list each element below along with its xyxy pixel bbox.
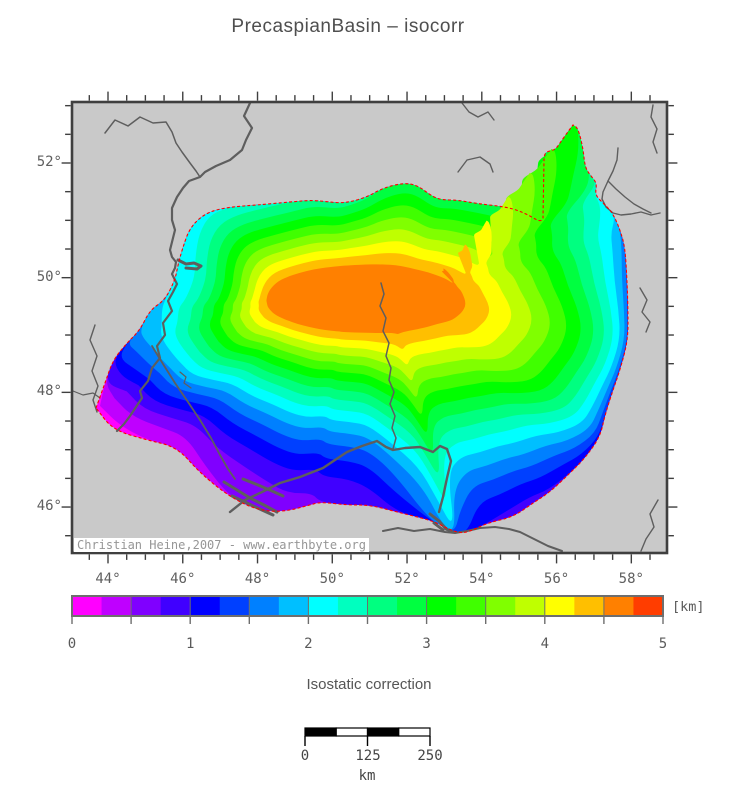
colorbar-tick-label: 1 [185,636,195,652]
colorbar-tick-label: 4 [540,636,550,652]
x-tick-label: 44° [95,571,121,587]
figure-title: PrecaspianBasin – isocorr [231,16,465,37]
x-tick-label: 50° [319,571,345,587]
x-tick-label: 58° [618,571,644,587]
x-tick-label: 54° [469,571,495,587]
x-tick-label: 48° [244,571,271,587]
y-tick-label: 48° [36,383,62,400]
colorbar-tick-label: 3 [422,636,431,652]
scalebar-label: 0 [300,748,310,764]
colorbar-tick-label: 5 [658,636,668,652]
colorbar [71,595,664,624]
map-caption: Isostatic correction [306,676,432,693]
x-tick-label: 46° [170,571,196,587]
scalebar-label: 250 [417,748,443,764]
map-area [60,90,679,565]
y-tick-label: 46° [36,498,62,515]
x-tick-label: 56° [543,571,570,587]
scalebar-unit: km [358,768,376,784]
watermark: Christian Heine,2007 - www.earthbyte.org [74,538,369,552]
y-tick-label: 50° [36,268,62,285]
colorbar-tick-label: 2 [304,636,313,652]
y-tick-label: 52° [36,154,62,170]
map-canvas [61,91,678,564]
colorbar-tick-label: 0 [67,636,77,652]
x-tick-label: 52° [394,571,420,587]
colorbar-unit-label: [km] [672,599,705,615]
scalebar-label: 125 [355,748,381,764]
distance-scalebar [304,727,431,746]
